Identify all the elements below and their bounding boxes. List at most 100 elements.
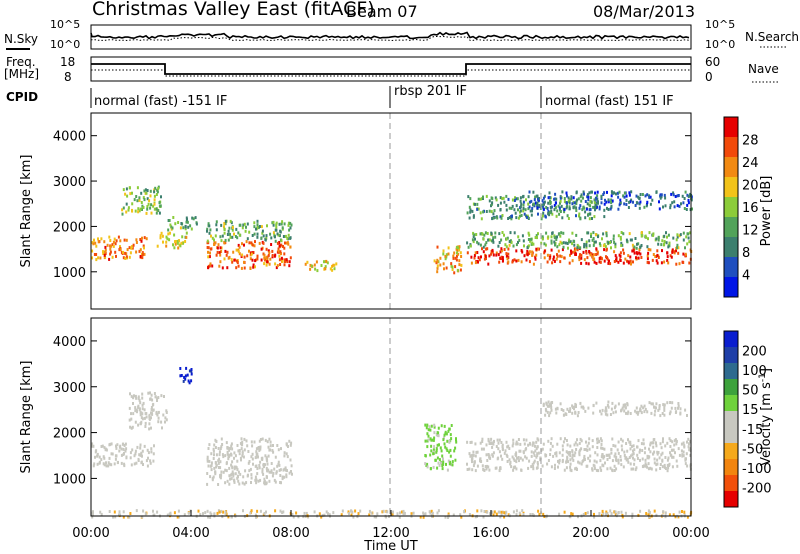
echo-pixel (425, 426, 428, 430)
echo-pixel (522, 209, 525, 213)
echo-pixel (488, 199, 491, 203)
echo-pixel (160, 394, 163, 398)
echo-pixel (496, 457, 499, 461)
echo-pixel (560, 231, 563, 235)
echo-pixel (456, 254, 458, 258)
echo-pixel (576, 198, 578, 202)
echo-pixel (206, 455, 209, 459)
echo-pixel (453, 271, 456, 275)
echo-pixel (595, 253, 598, 256)
echo-pixel (148, 422, 151, 426)
echo-pixel (556, 245, 559, 249)
echo-pixel (609, 466, 612, 470)
echo-pixel (449, 461, 452, 465)
echo-pixel (250, 509, 253, 513)
echo-pixel (269, 440, 272, 444)
cpid-segment-2: rbsp 201 IF (394, 84, 467, 99)
echo-pixel (116, 443, 119, 447)
echo-pixel (452, 513, 455, 517)
echo-pixel (265, 475, 268, 478)
echo-pixel (91, 442, 94, 446)
echo-pixel (274, 509, 277, 513)
echo-pixel (91, 256, 93, 260)
echo-pixel (433, 431, 436, 435)
colorbar-segment (724, 217, 738, 238)
echo-pixel (511, 260, 514, 264)
echo-pixel (96, 462, 99, 466)
echo-pixel (596, 194, 599, 198)
echo-pixel (232, 472, 235, 476)
echo-pixel (236, 459, 239, 463)
echo-pixel (267, 249, 270, 253)
echo-pixel (433, 436, 436, 440)
echo-pixel (262, 241, 265, 245)
echo-pixel (600, 412, 603, 416)
echo-pixel (558, 461, 561, 465)
echo-pixel (640, 411, 643, 415)
echo-pixel (585, 244, 588, 248)
echo-pixel (615, 258, 617, 262)
echo-pixel (646, 456, 649, 460)
echo-pixel (279, 229, 282, 233)
echo-pixel (614, 254, 617, 258)
echo-pixel (231, 228, 234, 232)
echo-pixel (481, 440, 484, 443)
echo-pixel (126, 194, 129, 198)
velocity-ylabel: Slant Range [km] (19, 361, 34, 474)
echo-pixel (568, 205, 571, 209)
echo-pixel (585, 251, 588, 255)
echo-pixel (643, 205, 646, 209)
echo-pixel (561, 216, 564, 220)
echo-pixel (94, 455, 96, 459)
echo-pixel (546, 462, 549, 466)
echo-pixel (536, 201, 539, 205)
echo-pixel (141, 396, 144, 400)
echo-pixel (498, 241, 501, 244)
echo-pixel (210, 247, 213, 251)
echo-pixel (675, 262, 678, 266)
echo-pixel (500, 216, 503, 220)
echo-pixel (153, 198, 156, 202)
echo-pixel (273, 235, 276, 239)
echo-pixel (209, 251, 211, 255)
echo-pixel (492, 238, 494, 242)
echo-pixel (685, 208, 688, 211)
colorbar-segment (724, 237, 738, 258)
echo-pixel (603, 202, 606, 206)
echo-pixel (498, 232, 501, 236)
echo-pixel (620, 458, 622, 462)
echo-pixel (507, 197, 510, 201)
echo-pixel (591, 238, 594, 242)
echo-pixel (564, 412, 567, 416)
echo-pixel (550, 437, 553, 441)
echo-pixel (265, 247, 268, 251)
echo-pixel (237, 248, 240, 252)
echo-pixel (239, 456, 242, 460)
echo-pixel (211, 236, 214, 240)
echo-pixel (626, 449, 629, 453)
echo-pixel (451, 463, 454, 467)
echo-pixel (231, 465, 234, 469)
echo-pixel (177, 246, 180, 250)
echo-pixel (598, 439, 601, 443)
echo-pixel (436, 264, 439, 268)
echo-pixel (599, 459, 602, 463)
colorbar-segment (724, 459, 738, 476)
echo-pixel (238, 252, 241, 256)
echo-pixel (228, 453, 231, 457)
echo-pixel (504, 243, 507, 247)
echo-pixel (469, 208, 472, 212)
echo-pixel (623, 450, 626, 454)
echo-pixel (582, 190, 585, 194)
nsearch-line (90, 35, 690, 42)
echo-pixel (471, 209, 474, 213)
echo-pixel (252, 265, 255, 269)
echo-pixel (532, 441, 535, 445)
echo-pixel (155, 411, 158, 415)
echo-pixel (253, 232, 256, 236)
echo-pixel (625, 194, 628, 198)
echo-pixel (221, 453, 224, 457)
echo-pixel (571, 250, 574, 254)
echo-pixel (515, 440, 518, 444)
echo-pixel (147, 202, 150, 206)
